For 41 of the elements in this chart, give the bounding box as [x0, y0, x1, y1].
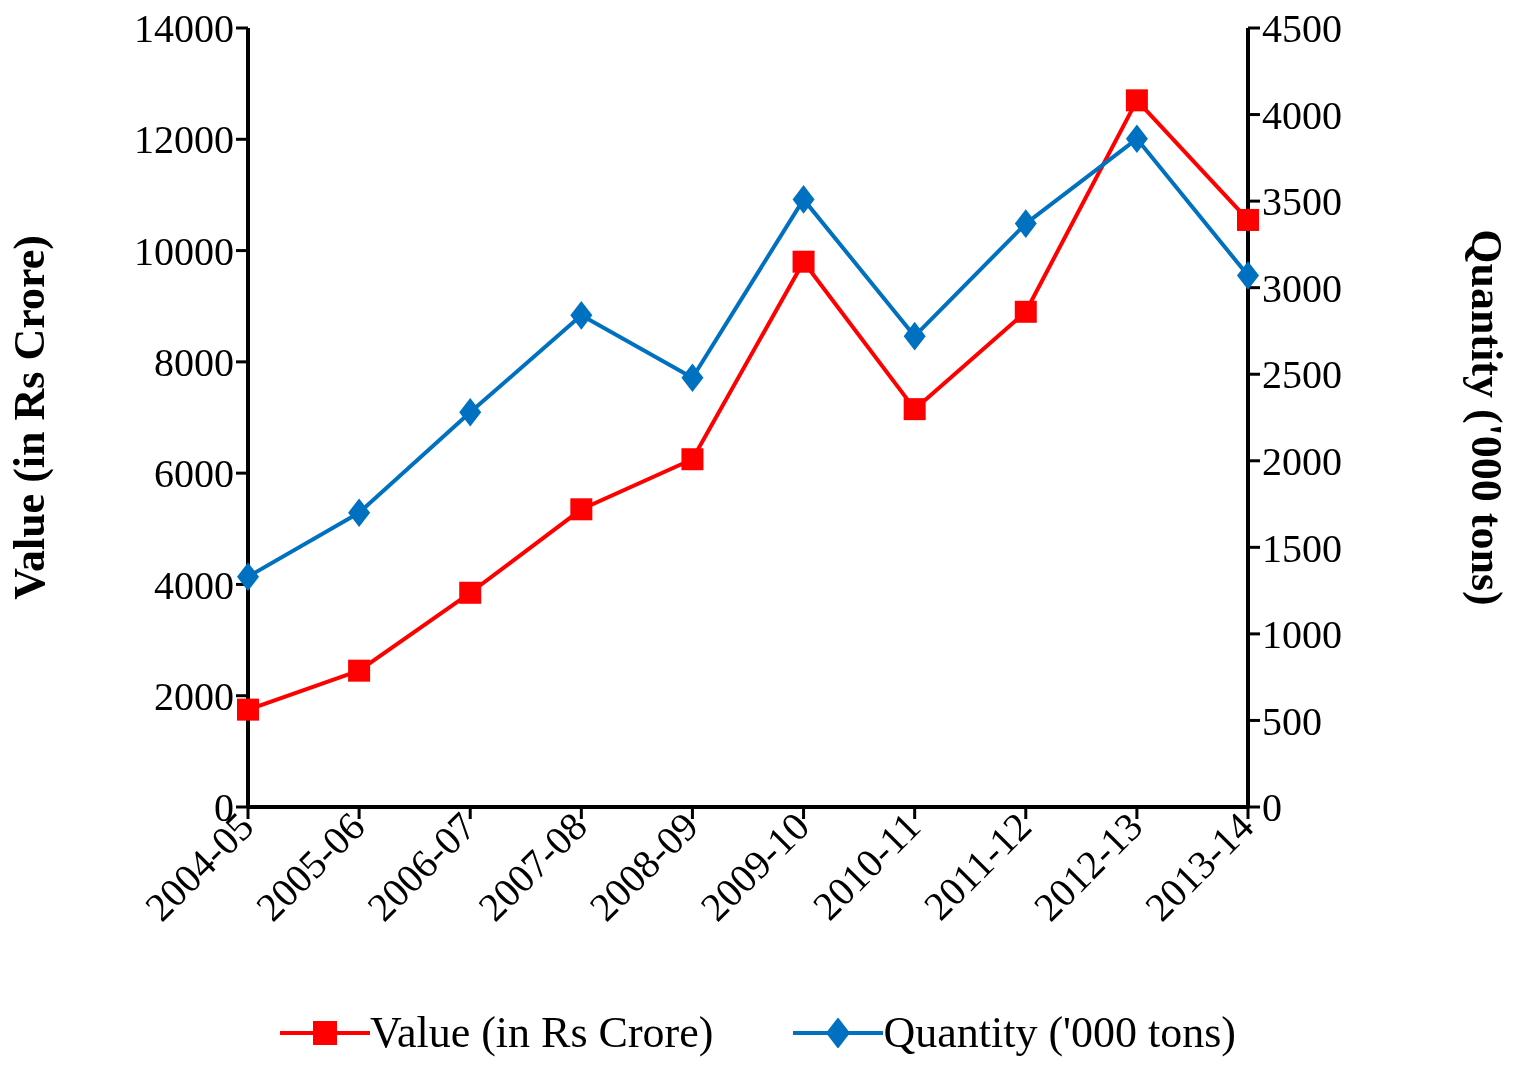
y2-tick-label: 2500 [1262, 352, 1342, 398]
y-tick-label: 2000 [154, 673, 234, 719]
point [570, 301, 593, 330]
y-tick-label: 14000 [134, 6, 234, 52]
y-tick-label: 10000 [134, 228, 234, 274]
point [237, 698, 259, 721]
y2-tick-label: 500 [1262, 698, 1322, 744]
y-tick-label: 12000 [134, 117, 234, 163]
point [237, 562, 259, 592]
point [903, 321, 926, 351]
y2-tick-label: 0 [1262, 785, 1282, 831]
point [570, 498, 593, 521]
point [1125, 89, 1148, 112]
point [1014, 209, 1037, 238]
y-axis-title: Value (in Rs Crore) [4, 235, 54, 600]
point [459, 398, 482, 427]
y-tick-label: 4000 [154, 562, 234, 608]
point [681, 448, 704, 471]
y2-axis-title: Quantity ('000 tons) [1462, 229, 1512, 606]
point [1237, 208, 1259, 231]
point [792, 185, 815, 214]
y2-tick-label: 2000 [1262, 438, 1342, 484]
y2-tick-label: 1500 [1262, 525, 1342, 571]
point [348, 659, 371, 682]
legend-label: Quantity ('000 tons) [883, 1007, 1236, 1058]
y-tick-label: 6000 [154, 451, 234, 497]
legend-label: Value (in Rs Crore) [370, 1007, 714, 1058]
point [1014, 300, 1037, 323]
y2-tick-label: 3000 [1262, 265, 1342, 311]
point [1237, 261, 1259, 290]
point [1125, 124, 1148, 154]
y2-tick-label: 4000 [1262, 92, 1342, 138]
y2-tick-label: 4500 [1262, 6, 1342, 52]
point [348, 498, 371, 528]
point [459, 581, 482, 604]
y-tick-label: 8000 [154, 340, 234, 386]
y2-tick-label: 3500 [1262, 179, 1342, 225]
y2-tick-label: 1000 [1262, 612, 1342, 658]
point [792, 250, 815, 273]
point [903, 398, 926, 421]
point [681, 363, 704, 392]
